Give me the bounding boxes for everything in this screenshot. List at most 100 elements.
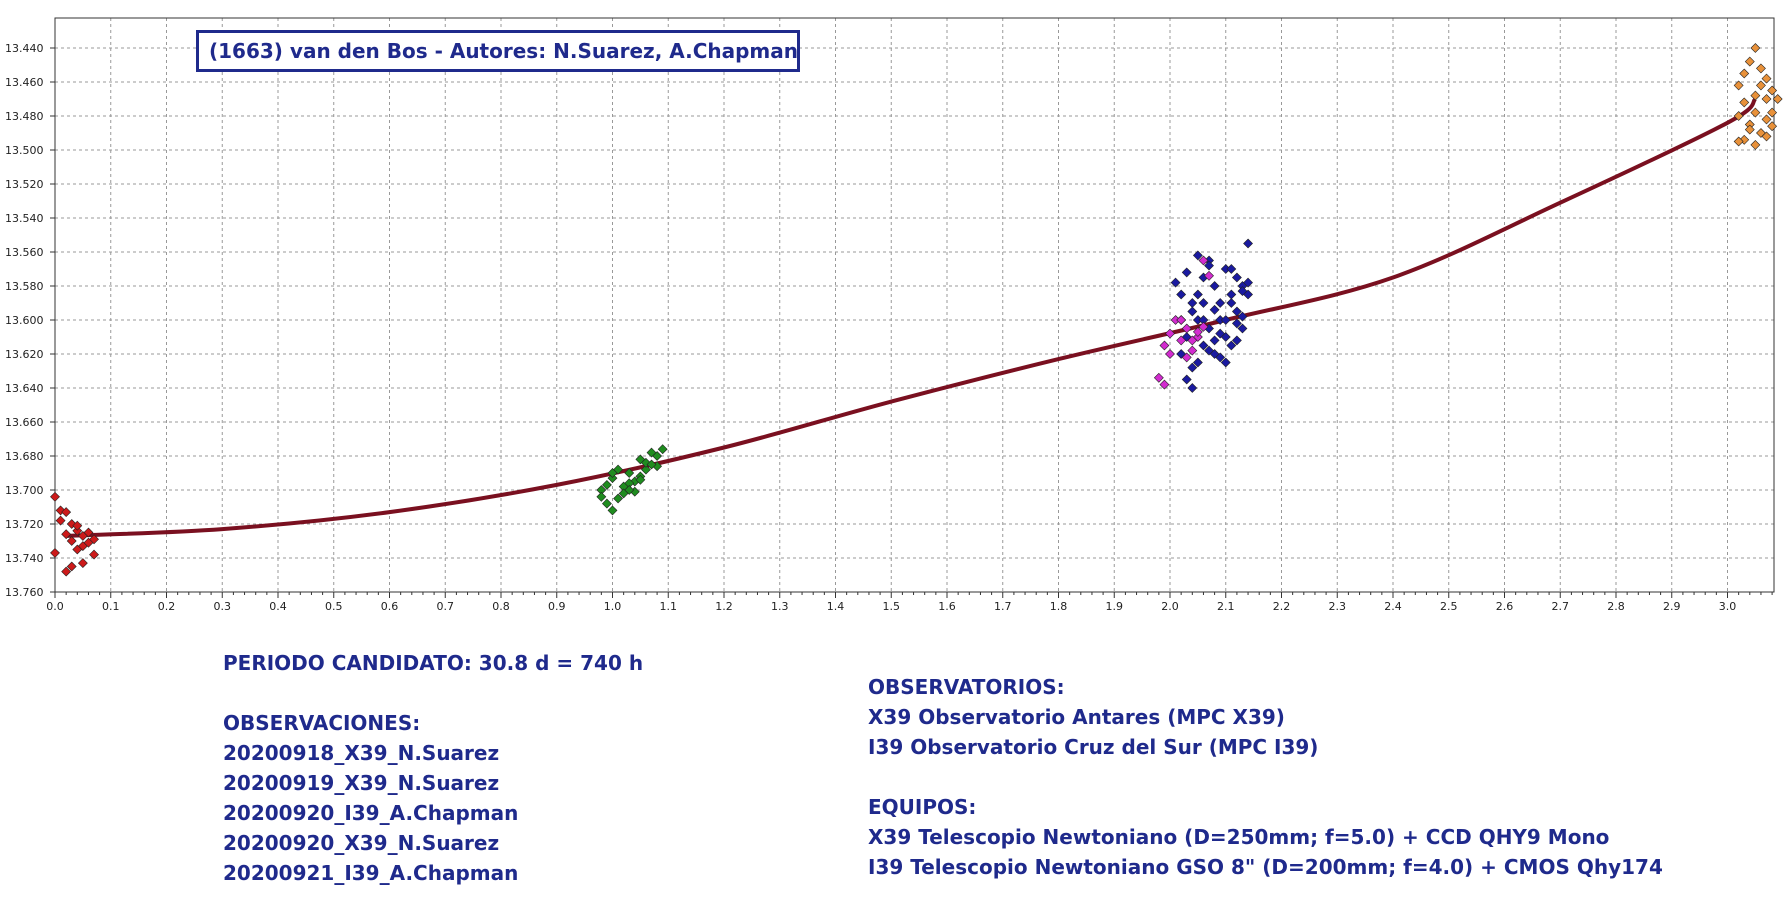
data-point (1733, 136, 1744, 147)
data-point (1220, 315, 1231, 325)
data-point (1761, 94, 1772, 104)
y-tick-label: 13.580 (5, 280, 44, 293)
data-point (1744, 124, 1755, 135)
data-point (1204, 270, 1214, 281)
data-point (1187, 298, 1198, 308)
observations-heading: OBSERVACIONES: (223, 711, 421, 735)
data-point (1761, 131, 1772, 142)
y-tick-label: 13.460 (5, 76, 44, 89)
data-point (602, 498, 612, 509)
data-point (72, 520, 83, 531)
data-point (602, 479, 612, 490)
y-tick-label: 13.440 (5, 42, 44, 55)
observation-item: 20200919_X39_N.Suarez (223, 771, 500, 795)
data-point (61, 507, 72, 518)
x-tick-label: 1.5 (883, 600, 901, 613)
y-tick-label: 13.540 (5, 212, 44, 225)
data-point (1220, 357, 1231, 368)
data-point (1243, 289, 1253, 300)
equipment-heading: EQUIPOS: (868, 795, 977, 819)
data-point (1739, 97, 1750, 108)
y-tick-label: 13.640 (5, 382, 44, 395)
data-point (1165, 328, 1175, 339)
data-point (1772, 94, 1783, 104)
data-point (61, 529, 72, 540)
observatory-item: I39 Observatorio Cruz del Sur (MPC I39) (868, 735, 1319, 759)
info-right: OBSERVATORIOS: X39 Observatorio Antares … (868, 672, 1663, 882)
data-point (1181, 374, 1192, 385)
x-tick-label: 1.6 (938, 600, 956, 613)
x-tick-label: 2.7 (1552, 600, 1570, 613)
x-tick-label: 0.0 (46, 600, 64, 613)
x-tick-label: 2.0 (1161, 600, 1179, 613)
data-point (624, 468, 635, 478)
y-tick-label: 13.760 (5, 586, 44, 599)
x-tick-label: 3.0 (1719, 600, 1737, 613)
period-text: PERIODO CANDIDATO: 30.8 d = 740 h (223, 651, 644, 675)
x-tick-label: 0.9 (548, 600, 566, 613)
data-point (1733, 80, 1744, 91)
data-point (1192, 289, 1203, 300)
data-point (72, 544, 83, 555)
observation-item: 20200920_X39_N.Suarez (223, 831, 500, 855)
x-tick-label: 0.3 (214, 600, 232, 613)
y-tick-label: 13.680 (5, 450, 44, 463)
data-point (1767, 121, 1778, 132)
y-tick-label: 13.740 (5, 552, 44, 565)
y-tick-label: 13.520 (5, 178, 44, 191)
data-point (1181, 352, 1192, 363)
data-point (1226, 340, 1237, 351)
x-tick-label: 2.9 (1663, 600, 1681, 613)
data-point (1176, 289, 1187, 300)
data-point (1756, 80, 1766, 91)
x-tick-label: 2.1 (1217, 600, 1235, 613)
x-tick-label: 1.8 (1050, 600, 1068, 613)
x-tick-label: 2.6 (1496, 600, 1514, 613)
data-point (72, 525, 83, 536)
data-point (1739, 68, 1750, 79)
data-point (1209, 304, 1220, 315)
data-point (50, 491, 60, 502)
data-point (624, 485, 635, 495)
x-tick-label: 0.7 (437, 600, 455, 613)
data-point (1209, 349, 1220, 359)
observation-item: 20200920_I39_A.Chapman (223, 801, 519, 825)
y-tick-label: 13.620 (5, 348, 44, 361)
data-point (652, 451, 663, 461)
data-point (1756, 63, 1766, 74)
data-point (1733, 111, 1744, 121)
data-point (1204, 260, 1214, 271)
data-point (1187, 345, 1198, 356)
data-point (83, 537, 94, 548)
data-point (66, 561, 77, 572)
data-point (1181, 267, 1192, 278)
data-point (613, 493, 623, 504)
data-points (50, 43, 1783, 577)
data-point (596, 491, 607, 502)
data-point (50, 547, 60, 558)
x-tick-label: 2.2 (1273, 600, 1291, 613)
data-point (55, 515, 66, 526)
data-point (1176, 315, 1187, 325)
data-point (1192, 357, 1203, 368)
x-tick-label: 1.0 (604, 600, 622, 613)
data-point (607, 505, 618, 516)
data-point (1165, 349, 1175, 359)
data-point (1231, 306, 1242, 317)
plot-frame (54, 17, 1775, 593)
x-tick-label: 0.4 (269, 600, 287, 613)
observation-item: 20200918_X39_N.Suarez (223, 741, 500, 765)
x-tick-label: 0.6 (381, 600, 399, 613)
data-point (83, 527, 94, 538)
data-point (646, 459, 657, 470)
x-tick-label: 0.2 (158, 600, 176, 613)
data-point (1237, 311, 1248, 322)
data-point (1237, 323, 1248, 334)
data-point (1153, 372, 1164, 383)
observatory-item: X39 Observatorio Antares (MPC X39) (868, 705, 1285, 729)
x-tick-label: 2.5 (1440, 600, 1458, 613)
data-point (1159, 340, 1170, 351)
data-point (1243, 238, 1253, 249)
data-point (1243, 277, 1253, 288)
observatories-heading: OBSERVATORIOS: (868, 675, 1065, 699)
